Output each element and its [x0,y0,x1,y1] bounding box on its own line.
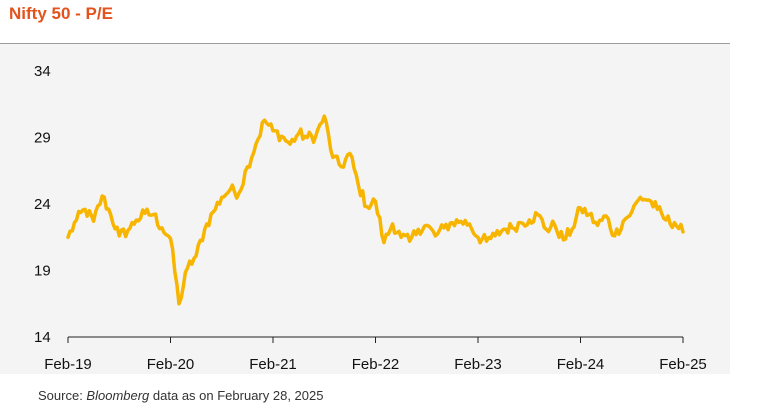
x-tick-label: Feb-20 [147,356,195,373]
y-tick-label: 34 [34,63,51,80]
x-tick-label: Feb-21 [249,356,297,373]
y-tick-label: 14 [34,329,51,346]
x-tick-label: Feb-24 [557,356,605,373]
source-suffix: data as on February 28, 2025 [149,388,324,403]
title-divider [0,43,730,44]
x-tick-label: Feb-25 [659,356,707,373]
source-note: Source: Bloomberg data as on February 28… [38,388,323,403]
pe-line-chart: 14 19 24 29 34 Feb-19 Feb-20 Feb-21 Feb-22 Feb-2… [34,63,707,373]
y-axis-ticks: 14 19 24 29 34 [34,63,51,346]
x-tick-label: Feb-23 [454,356,502,373]
y-tick-label: 29 [34,130,51,147]
plot-panel [0,44,730,374]
source-prefix: Source: [38,388,87,403]
chart-title: Nifty 50 - P/E [9,4,113,23]
x-tick-label: Feb-19 [44,356,92,373]
series-line [66,114,685,306]
x-tick-label: Feb-22 [352,356,400,373]
x-axis-ticks: Feb-19 Feb-20 Feb-21 Feb-22 Feb-23 Feb-24 Feb-… [44,337,707,373]
y-tick-label: 19 [34,263,51,280]
y-tick-label: 24 [34,196,51,213]
source-emphasis: Bloomberg [86,388,150,403]
